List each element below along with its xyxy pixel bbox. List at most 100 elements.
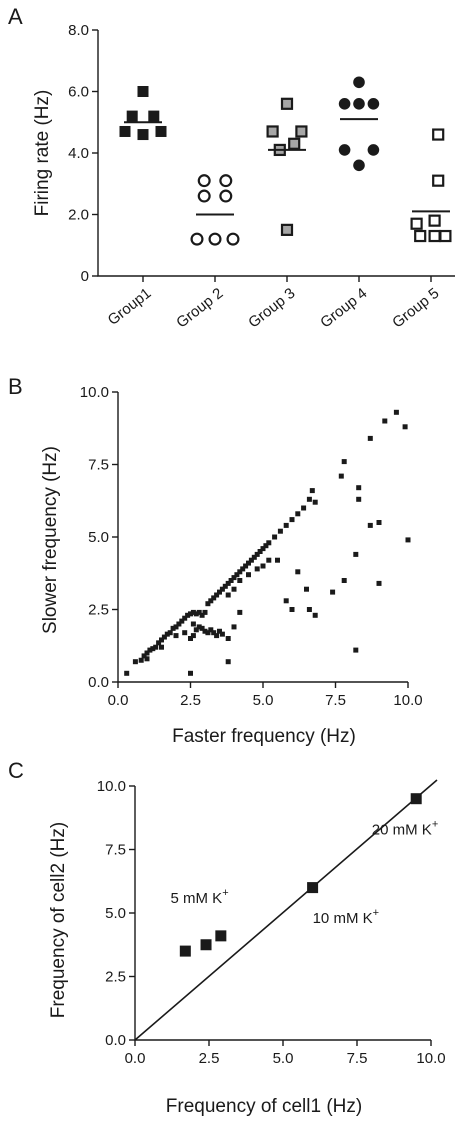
panel-label-b: B (8, 374, 23, 399)
panel-a-data-point (410, 217, 423, 230)
panel-label-c: C (8, 758, 24, 783)
panel-a-data-point (155, 125, 167, 137)
panel-a-y-axis-label: Firing rate (Hz) (32, 90, 53, 217)
panel-b-data-point (219, 586, 225, 592)
chart-panel-a: Firing rate (Hz) 0 2.0 4.0 6.0 8.0 Group1 Gro… (32, 22, 455, 332)
panel-a-x-ticks: Group1 Group 2 Group 3 Group 4 Group 5 (105, 276, 442, 332)
panel-a-data-point (338, 98, 351, 110)
panel-b-data-point (173, 624, 179, 630)
panel-c-data-point (215, 930, 227, 942)
panel-b-data-point (202, 609, 208, 615)
panel-b-data-point (353, 551, 359, 557)
panel-b-data-point (330, 589, 336, 595)
panel-c-annotation: 10 mM K+ (313, 907, 379, 927)
panel-b-data-point (217, 589, 222, 595)
panel-b-data-point (382, 418, 388, 424)
panel-a-x-tick-label: Group 2 (173, 285, 226, 332)
panel-b-data-point (251, 554, 257, 560)
panel-b-data-point (312, 612, 318, 618)
panel-b-data-point (301, 505, 307, 511)
panel-c-y-tick-label: 2.5 (105, 969, 126, 986)
panel-a-y-tick-label: 4.0 (68, 145, 89, 162)
panel-b-data-point (304, 586, 309, 592)
panel-a-data-point (197, 189, 211, 203)
panel-b-data-point (231, 575, 237, 581)
panel-b-data-point (199, 625, 205, 631)
panel-b-data-point (266, 557, 272, 563)
panel-b-data-point (257, 549, 263, 554)
panel-b-data-point (402, 424, 408, 430)
panel-b-y-tick-label: 2.5 (88, 602, 109, 619)
panel-a-data-point (288, 137, 301, 150)
panel-b-data-point (182, 615, 188, 621)
panel-b-data-point (289, 607, 295, 612)
panel-a-data-point (197, 174, 211, 188)
panel-b-data-point (188, 670, 193, 676)
panel-c-y-tick-label: 5.0 (105, 905, 126, 922)
panel-a-data-point (219, 189, 233, 203)
panel-b-data-point (159, 644, 164, 650)
panel-b-data-point (275, 557, 280, 563)
panel-b-data-point (219, 631, 225, 637)
panel-a-data-point (280, 97, 294, 110)
panel-a-x-tick-label: Group1 (105, 285, 155, 329)
panel-a-data-point (295, 125, 308, 138)
panel-b-y-tick-label: 5.0 (88, 529, 109, 546)
panel-b-data-point (199, 612, 205, 618)
panel-b-data-point (228, 578, 234, 583)
panel-b-y-axis-label: Slower frequency (Hz) (40, 446, 61, 634)
panel-b-data-point (225, 580, 231, 586)
panel-b-x-ticks: 0.0 2.5 5.0 7.5 10.0 (108, 682, 423, 709)
panel-a-data-point (280, 223, 294, 236)
panel-b-data-point (173, 633, 179, 639)
panel-b-x-tick-label: 5.0 (253, 692, 274, 709)
panel-c-y-tick-label: 7.5 (105, 842, 126, 859)
chart-panel-b: Slower frequency (Hz) Faster frequency (… (40, 384, 423, 747)
panel-b-data-point (182, 630, 188, 636)
panel-b-data-point (196, 609, 202, 615)
panel-a-data-point (367, 98, 380, 110)
panel-c-annotation: 20 mM K+ (372, 818, 438, 838)
panel-a-data-point (148, 110, 160, 122)
panel-c-identity-line (134, 779, 438, 1041)
panel-b-data-point (208, 598, 214, 604)
panel-b-data-point (356, 485, 362, 491)
panel-a-y-tick-label: 2.0 (68, 207, 89, 224)
panel-c-data-point (307, 882, 319, 894)
panel-a-y-tick-label: 8.0 (68, 22, 89, 39)
panel-b-data-point (211, 595, 217, 601)
panel-b-data-point (309, 488, 315, 494)
panel-a-data-point (353, 76, 365, 89)
panel-a-y-tick-label: 6.0 (68, 84, 89, 101)
panel-b-data-point (243, 563, 249, 569)
panel-b-data-point (164, 631, 170, 637)
panel-b-data-point (205, 601, 211, 607)
panel-b-data-point (283, 598, 289, 604)
panel-b-data-point (167, 630, 173, 636)
panel-b-y-tick-label: 10.0 (80, 384, 109, 401)
panel-c-data-point (179, 945, 191, 957)
panel-b-x-tick-label: 0.0 (108, 692, 129, 709)
panel-b-y-tick-label: 0.0 (88, 674, 109, 691)
panel-c-x-axis-label: Frequency of cell1 (Hz) (166, 1096, 362, 1117)
panel-b-data-point (176, 621, 182, 627)
chart-panel-c: Frequency of cell2 (Hz) Frequency of cel… (48, 778, 446, 1117)
panel-c-x-ticks: 0.0 2.5 5.0 7.5 10.0 (125, 1040, 446, 1067)
panel-a-data-point (126, 110, 138, 122)
panel-a-y-tick-label: 0 (81, 268, 89, 285)
panel-b-data-point (179, 618, 185, 624)
panel-b-data-point (312, 499, 318, 505)
panel-b-data-point (237, 569, 243, 575)
panel-b-data-point (205, 630, 211, 636)
panel-a-data-point (353, 159, 365, 172)
panel-b-x-tick-label: 7.5 (325, 692, 346, 709)
panel-b-data-point (295, 511, 301, 517)
panel-b-data-point (190, 633, 196, 639)
panel-a-y-ticks: 0 2.0 4.0 6.0 8.0 (68, 22, 98, 285)
panel-b-data-point (190, 609, 196, 615)
panel-c-marks: 5 mM K+ 10 mM K+ 20 mM K+ (134, 779, 438, 1041)
panel-b-data-point (161, 634, 167, 640)
panel-label-a: A (8, 4, 23, 29)
panel-b-data-point (225, 659, 231, 665)
